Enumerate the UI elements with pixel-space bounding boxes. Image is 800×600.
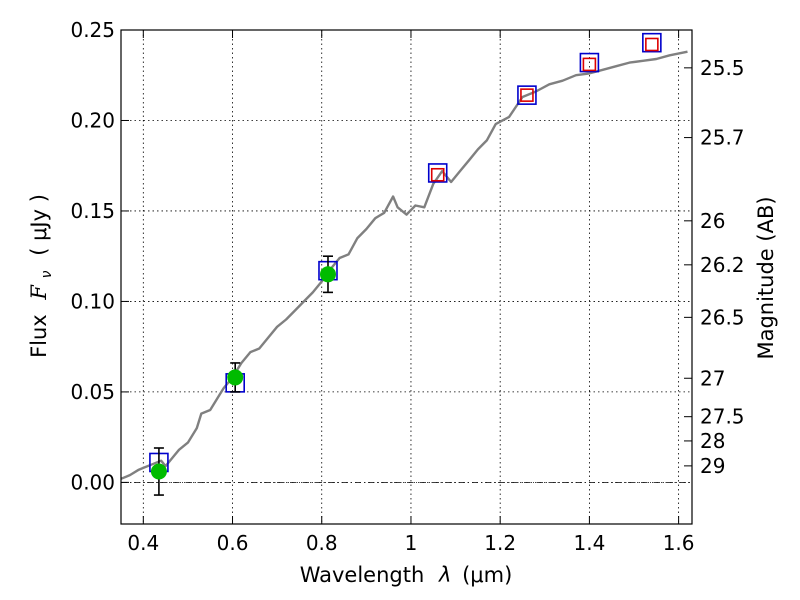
x-tick-label: 1.6 bbox=[663, 531, 695, 555]
y-tick-label: 0.10 bbox=[70, 289, 115, 313]
model-box-layer bbox=[149, 32, 662, 473]
predicted-box-marker bbox=[430, 167, 445, 182]
y-tick-label: 0.05 bbox=[70, 380, 115, 404]
y-axis-unit: ( μJy ) bbox=[27, 194, 51, 256]
x-axis-symbol: λ bbox=[438, 563, 451, 587]
y2-tick-label: 29 bbox=[700, 454, 725, 478]
observed-point bbox=[150, 463, 167, 480]
model-box-marker bbox=[642, 32, 662, 53]
y-axis-label: Flux F ν ( μJy ) bbox=[27, 194, 56, 358]
model-box-marker bbox=[427, 163, 448, 183]
model-box-marker bbox=[579, 52, 600, 73]
x-tick-label: 0.8 bbox=[306, 531, 338, 555]
y2-tick-label: 25.5 bbox=[700, 56, 745, 80]
model-box-marker bbox=[517, 85, 537, 105]
y-tick-label: 0.25 bbox=[70, 18, 115, 42]
y2-tick-label: 26.5 bbox=[700, 305, 745, 329]
observed-point bbox=[319, 266, 336, 283]
model-spectrum-line bbox=[120, 50, 688, 480]
y-tick-label: 0.00 bbox=[70, 470, 115, 494]
x-tick-label: 1.4 bbox=[573, 531, 605, 555]
predicted-box-marker bbox=[645, 37, 659, 52]
model-spectrum-layer bbox=[120, 50, 688, 480]
grid bbox=[121, 29, 692, 524]
y2-tick-label: 27.5 bbox=[700, 405, 745, 429]
y2-tick-label: 25.7 bbox=[700, 126, 745, 150]
observed-point bbox=[227, 369, 244, 386]
y-axis-label-text: Flux bbox=[27, 314, 51, 358]
x-tick-label: 1 bbox=[405, 531, 418, 555]
axis-ticks: 0.4 0.6 0.8 1 1.2 1.4 1.6 0.00 0.05 0.10 0.15 0.20 0… bbox=[70, 18, 744, 555]
y2-tick-label: 27 bbox=[700, 366, 725, 390]
x-tick-label: 0.6 bbox=[217, 531, 249, 555]
y-tick-label: 0.20 bbox=[70, 108, 115, 132]
observed-points-layer bbox=[150, 255, 336, 496]
predicted-box-marker bbox=[520, 88, 534, 102]
x-tick-label: 0.4 bbox=[127, 531, 159, 555]
y-tick-label: 0.15 bbox=[70, 199, 115, 223]
x-axis-label: Wavelength λ (μm) bbox=[300, 563, 513, 587]
plot-frame bbox=[120, 29, 693, 525]
y2-axis-label: Magnitude (AB) bbox=[754, 196, 778, 359]
y-axis-symbol: F bbox=[27, 284, 51, 301]
y2-tick-label: 28 bbox=[700, 429, 725, 453]
predicted-box-marker bbox=[582, 57, 597, 72]
x-tick-label: 1.2 bbox=[484, 531, 516, 555]
x-axis-unit: (μm) bbox=[462, 563, 512, 587]
y2-tick-label: 26 bbox=[700, 209, 725, 233]
y2-tick-label: 26.2 bbox=[700, 253, 745, 277]
x-axis-label-text: Wavelength bbox=[300, 563, 425, 587]
y-axis-subscript: ν bbox=[39, 270, 55, 278]
